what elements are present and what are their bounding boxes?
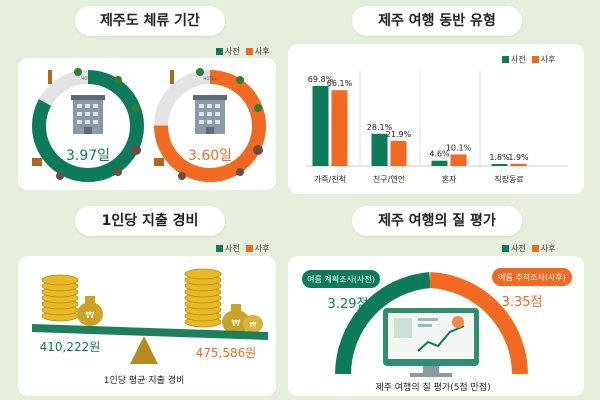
spend-title: 1인당 지출 경비 (75, 206, 225, 236)
bar-after-1 (390, 140, 407, 166)
spend-illustration: ₩ ₩ ₩ 410,222원 475,586원 1인당 평균 지출 경비 (32, 268, 268, 386)
bar-after-2 (450, 154, 467, 166)
monitor-icon (383, 308, 479, 377)
spend-caption: 1인당 평균 지출 경비 (104, 374, 185, 386)
companion-legend-before: 사전 (502, 54, 526, 65)
bar-after-3 (510, 163, 527, 166)
x-tick-label-0: 가족/친척 (314, 174, 346, 184)
quality-gauge-before (335, 272, 431, 375)
companion-legend-after: 사후 (531, 54, 555, 65)
legend-before: 사전 (216, 46, 240, 57)
spend-after-value: 475,586원 (196, 346, 257, 360)
scale-beam (32, 324, 268, 340)
quality-after-value: 3.35점 (502, 295, 543, 310)
x-tick-label-3: 직장동료 (494, 174, 523, 184)
stay-legend: 사전 사후 (216, 46, 269, 57)
x-tick-label-1: 친구/연인 (373, 174, 405, 184)
stay-after-value: 3.60일 (188, 148, 232, 164)
quality-legend: 사전 사후 (502, 243, 555, 254)
bar-before-3 (491, 163, 508, 166)
bar-label-after-0: 66.1% (327, 79, 353, 88)
money-bag-before: ₩ (77, 296, 103, 326)
stay-after-donut (154, 68, 266, 182)
quality-before-badge (302, 270, 380, 288)
scale-fulcrum (130, 336, 158, 364)
quality-after-badge (492, 268, 572, 286)
stay-before-donut (32, 68, 144, 182)
stay-title: 제주도 체류 기간 (75, 6, 225, 36)
bar-label-before-3: 1.8% (489, 153, 510, 162)
svg-text:₩: ₩ (86, 311, 95, 321)
bar-before-0 (312, 85, 329, 166)
svg-text:₩: ₩ (232, 319, 241, 329)
bar-before-1 (371, 133, 388, 166)
quality-gauge-after (429, 272, 528, 375)
quality-before-value: 3.29점 (328, 297, 369, 312)
coin-stack-before (41, 274, 79, 322)
coin-stack-after (184, 268, 222, 328)
quality-after-label: 여름 추적조사(사후) (498, 272, 566, 282)
quality-illustration: 여름 계획조사(사전) 3.29점 여름 추적조사(사후) 3.35점 제주 여… (302, 268, 572, 393)
companion-legend: 사전 사후 (502, 54, 555, 65)
spend-legend-after: 사후 (245, 243, 269, 254)
spend-legend-before: 사전 (216, 243, 240, 254)
money-bag-after: ₩ ₩ (222, 304, 263, 334)
bar-after-0 (331, 90, 348, 166)
quality-caption: 제주 여행의 질 평가(5점 만점) (375, 381, 490, 393)
x-tick-label-2: 혼자 (442, 174, 457, 184)
bar-before-2 (431, 160, 448, 166)
quality-legend-before: 사전 (502, 243, 526, 254)
hotel-sign-before: HOTEL (81, 76, 95, 81)
companion-title: 제주 여행 동반 유형 (352, 6, 522, 36)
bar-label-before-0: 69.8% (308, 75, 334, 84)
quality-title: 제주 여행의 질 평가 (352, 206, 522, 236)
bar-label-after-1: 21.9% (386, 130, 412, 139)
companion-bar-chart: 69.8%66.1% 가족/친척 28.1%21.9% 친구/연인 4.6%10.1% 혼… (306, 70, 568, 184)
svg-text:₩: ₩ (250, 321, 257, 329)
bar-label-after-2: 10.1% (446, 143, 472, 152)
spend-legend: 사전 사후 (216, 243, 269, 254)
stay-before-value: 3.97일 (66, 148, 110, 164)
quality-before-label: 여름 계획조사(사전) (307, 274, 375, 284)
spend-before-value: 410,222원 (40, 340, 101, 354)
quality-legend-after: 사후 (531, 243, 555, 254)
hotel-sign-after: HOTEL (203, 76, 217, 81)
stay-illustration: HOTEL 3.97일 HOTEL 3.60일 (32, 68, 266, 182)
bar-label-after-3: 1.9% (508, 153, 529, 162)
legend-after: 사후 (245, 46, 269, 57)
bar-label-before-2: 4.6% (429, 150, 450, 159)
bar-label-before-1: 28.1% (367, 123, 393, 132)
